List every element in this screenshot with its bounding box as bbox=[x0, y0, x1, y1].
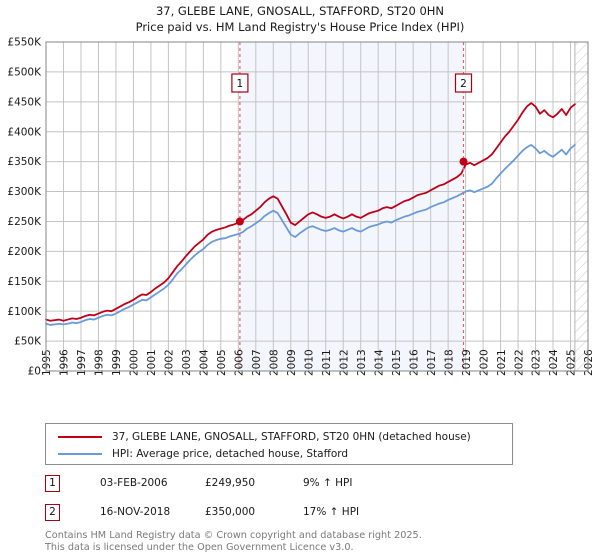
svg-text:2024: 2024 bbox=[548, 349, 560, 376]
svg-text:£550K: £550K bbox=[7, 37, 42, 49]
transaction-hpi-delta: 17% ↑ HPI bbox=[303, 506, 360, 518]
svg-text:2001: 2001 bbox=[146, 349, 158, 376]
chart-axes: £0 £50K £100K £150K £200K £250K £300K £350K £400… bbox=[7, 37, 595, 376]
page-subtitle: Price paid vs. HM Land Registry's House … bbox=[135, 20, 465, 34]
legend-item: HPI: Average price, detached house, Staf… bbox=[46, 445, 512, 462]
svg-text:£500K: £500K bbox=[7, 67, 42, 79]
svg-text:2011: 2011 bbox=[321, 349, 333, 376]
svg-text:£400K: £400K bbox=[7, 126, 42, 138]
svg-text:£150K: £150K bbox=[7, 276, 42, 288]
footer-line-2: This data is licensed under the Open Gov… bbox=[45, 541, 354, 553]
transaction-price: £249,950 bbox=[205, 477, 256, 489]
legend-swatch-hpi bbox=[58, 452, 102, 455]
footer-line-1: Contains HM Land Registry data © Crown c… bbox=[45, 530, 422, 541]
svg-text:2018: 2018 bbox=[443, 349, 455, 376]
svg-text:2004: 2004 bbox=[199, 349, 211, 376]
legend-item: 37, GLEBE LANE, GNOSALL, STAFFORD, ST20 … bbox=[46, 428, 512, 445]
transaction-row: 1 03-FEB-2006 £249,950 9% ↑ HPI bbox=[45, 472, 515, 494]
svg-text:2012: 2012 bbox=[338, 349, 350, 376]
svg-text:2021: 2021 bbox=[496, 349, 508, 376]
transaction-marker-number: 2 bbox=[45, 503, 60, 521]
svg-text:2020: 2020 bbox=[478, 349, 490, 376]
copyright-footer: Contains HM Land Registry data © Crown c… bbox=[45, 530, 565, 553]
svg-text:2015: 2015 bbox=[391, 349, 403, 376]
svg-text:£0: £0 bbox=[28, 366, 41, 376]
svg-text:2019: 2019 bbox=[461, 349, 473, 376]
svg-text:2000: 2000 bbox=[129, 349, 141, 376]
svg-text:2025: 2025 bbox=[566, 349, 578, 376]
svg-text:2003: 2003 bbox=[181, 349, 193, 376]
svg-text:2009: 2009 bbox=[286, 349, 298, 376]
svg-text:2023: 2023 bbox=[531, 349, 543, 376]
svg-text:1: 1 bbox=[237, 78, 244, 90]
svg-text:2: 2 bbox=[460, 78, 467, 90]
page-title: 37, GLEBE LANE, GNOSALL, STAFFORD, ST20 … bbox=[155, 4, 445, 18]
chart-series bbox=[45, 102, 576, 326]
chart-legend: 37, GLEBE LANE, GNOSALL, STAFFORD, ST20 … bbox=[45, 423, 513, 465]
legend-swatch-price-paid bbox=[58, 435, 102, 438]
svg-text:2002: 2002 bbox=[164, 349, 176, 376]
transaction-date: 16-NOV-2018 bbox=[100, 506, 171, 518]
transaction-price: £350,000 bbox=[205, 506, 256, 518]
svg-text:2008: 2008 bbox=[268, 349, 280, 376]
svg-text:2007: 2007 bbox=[251, 349, 263, 376]
svg-text:2014: 2014 bbox=[373, 349, 385, 376]
svg-text:1997: 1997 bbox=[76, 349, 88, 376]
legend-label-hpi: HPI: Average price, detached house, Staf… bbox=[112, 447, 349, 460]
transaction-date: 03-FEB-2006 bbox=[100, 477, 168, 489]
svg-text:1995: 1995 bbox=[41, 349, 53, 376]
chart-header: 37, GLEBE LANE, GNOSALL, STAFFORD, ST20 … bbox=[0, 0, 600, 35]
svg-text:2026: 2026 bbox=[583, 349, 595, 376]
svg-text:2022: 2022 bbox=[513, 349, 525, 376]
svg-text:£350K: £350K bbox=[7, 156, 42, 168]
transaction-marker-number: 1 bbox=[45, 474, 60, 492]
svg-text:£300K: £300K bbox=[7, 186, 42, 198]
svg-text:2005: 2005 bbox=[216, 349, 228, 376]
svg-text:2006: 2006 bbox=[234, 349, 246, 376]
svg-text:£100K: £100K bbox=[7, 306, 42, 318]
transaction-hpi-delta: 9% ↑ HPI bbox=[303, 477, 353, 489]
svg-text:2010: 2010 bbox=[303, 349, 315, 376]
svg-text:2016: 2016 bbox=[408, 349, 420, 376]
svg-text:1999: 1999 bbox=[111, 349, 123, 376]
svg-text:2017: 2017 bbox=[426, 349, 438, 376]
svg-text:2013: 2013 bbox=[356, 349, 368, 376]
svg-text:1998: 1998 bbox=[94, 349, 106, 376]
svg-text:£200K: £200K bbox=[7, 246, 42, 258]
transaction-row: 2 16-NOV-2018 £350,000 17% ↑ HPI bbox=[45, 501, 515, 523]
svg-text:£250K: £250K bbox=[7, 216, 42, 228]
svg-text:£450K: £450K bbox=[7, 96, 42, 108]
legend-label-price-paid: 37, GLEBE LANE, GNOSALL, STAFFORD, ST20 … bbox=[112, 430, 471, 443]
svg-text:£50K: £50K bbox=[14, 336, 42, 348]
svg-text:1996: 1996 bbox=[59, 349, 71, 376]
